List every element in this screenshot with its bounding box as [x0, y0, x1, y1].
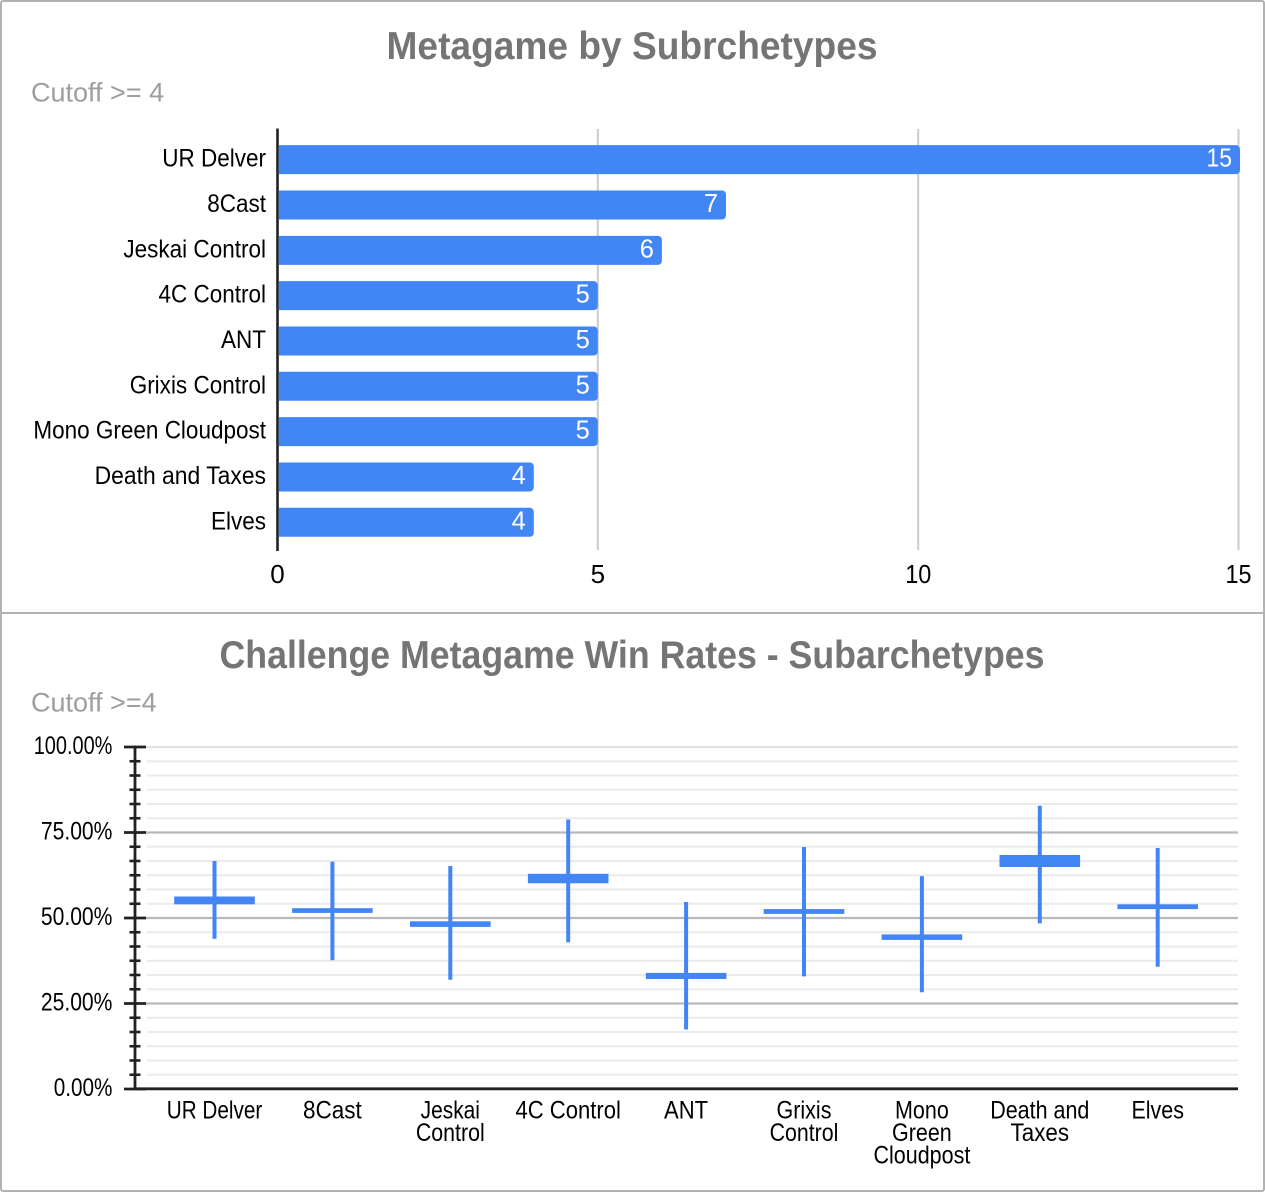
svg-text:Metagame by Subrchetypes: Metagame by Subrchetypes: [387, 25, 878, 68]
svg-text:5: 5: [576, 326, 590, 354]
svg-text:Taxes: Taxes: [1011, 1120, 1070, 1147]
svg-text:UR Delver: UR Delver: [167, 1098, 263, 1125]
svg-text:15: 15: [1207, 145, 1233, 173]
svg-text:Grixis Control: Grixis Control: [130, 371, 266, 399]
svg-text:Cutoff >= 4: Cutoff >= 4: [31, 78, 164, 108]
svg-text:7: 7: [704, 190, 718, 218]
svg-text:Jeskai: Jeskai: [421, 1098, 480, 1125]
svg-text:Death and Taxes: Death and Taxes: [95, 462, 266, 490]
svg-text:4C Control: 4C Control: [159, 281, 267, 309]
svg-text:Green: Green: [892, 1120, 952, 1147]
svg-text:75.00%: 75.00%: [41, 819, 113, 846]
svg-text:100.00%: 100.00%: [34, 733, 113, 760]
svg-text:ANT: ANT: [664, 1098, 708, 1125]
svg-text:5: 5: [576, 371, 590, 399]
svg-text:Grixis: Grixis: [777, 1098, 832, 1125]
svg-text:4C Control: 4C Control: [516, 1098, 621, 1125]
svg-text:50.00%: 50.00%: [41, 904, 113, 931]
svg-text:Mono Green Cloudpost: Mono Green Cloudpost: [33, 417, 266, 445]
svg-text:0: 0: [270, 559, 284, 589]
svg-text:0.00%: 0.00%: [54, 1075, 113, 1102]
svg-text:4: 4: [512, 507, 526, 535]
svg-text:25.00%: 25.00%: [41, 990, 113, 1017]
svg-text:Cloudpost: Cloudpost: [874, 1143, 971, 1170]
svg-text:Jeskai Control: Jeskai Control: [123, 235, 266, 263]
svg-text:5: 5: [576, 417, 590, 445]
svg-text:10: 10: [905, 559, 931, 589]
svg-text:Mono: Mono: [895, 1098, 949, 1125]
svg-text:Control: Control: [770, 1120, 839, 1147]
svg-text:8Cast: 8Cast: [303, 1098, 362, 1125]
svg-text:Elves: Elves: [1131, 1098, 1184, 1125]
svg-text:6: 6: [640, 235, 654, 263]
svg-text:15: 15: [1226, 559, 1252, 589]
svg-text:Challenge Metagame Win Rates -: Challenge Metagame Win Rates - Subarchet…: [220, 634, 1045, 677]
svg-text:5: 5: [591, 559, 605, 589]
svg-text:Death and: Death and: [990, 1098, 1089, 1125]
svg-text:5: 5: [576, 281, 590, 309]
svg-text:Elves: Elves: [211, 507, 266, 535]
svg-text:8Cast: 8Cast: [207, 190, 266, 218]
svg-text:ANT: ANT: [221, 326, 266, 354]
svg-text:UR Delver: UR Delver: [162, 145, 266, 173]
svg-text:4: 4: [512, 462, 526, 490]
svg-text:Control: Control: [416, 1120, 485, 1147]
svg-text:Cutoff >=4: Cutoff >=4: [31, 688, 157, 718]
